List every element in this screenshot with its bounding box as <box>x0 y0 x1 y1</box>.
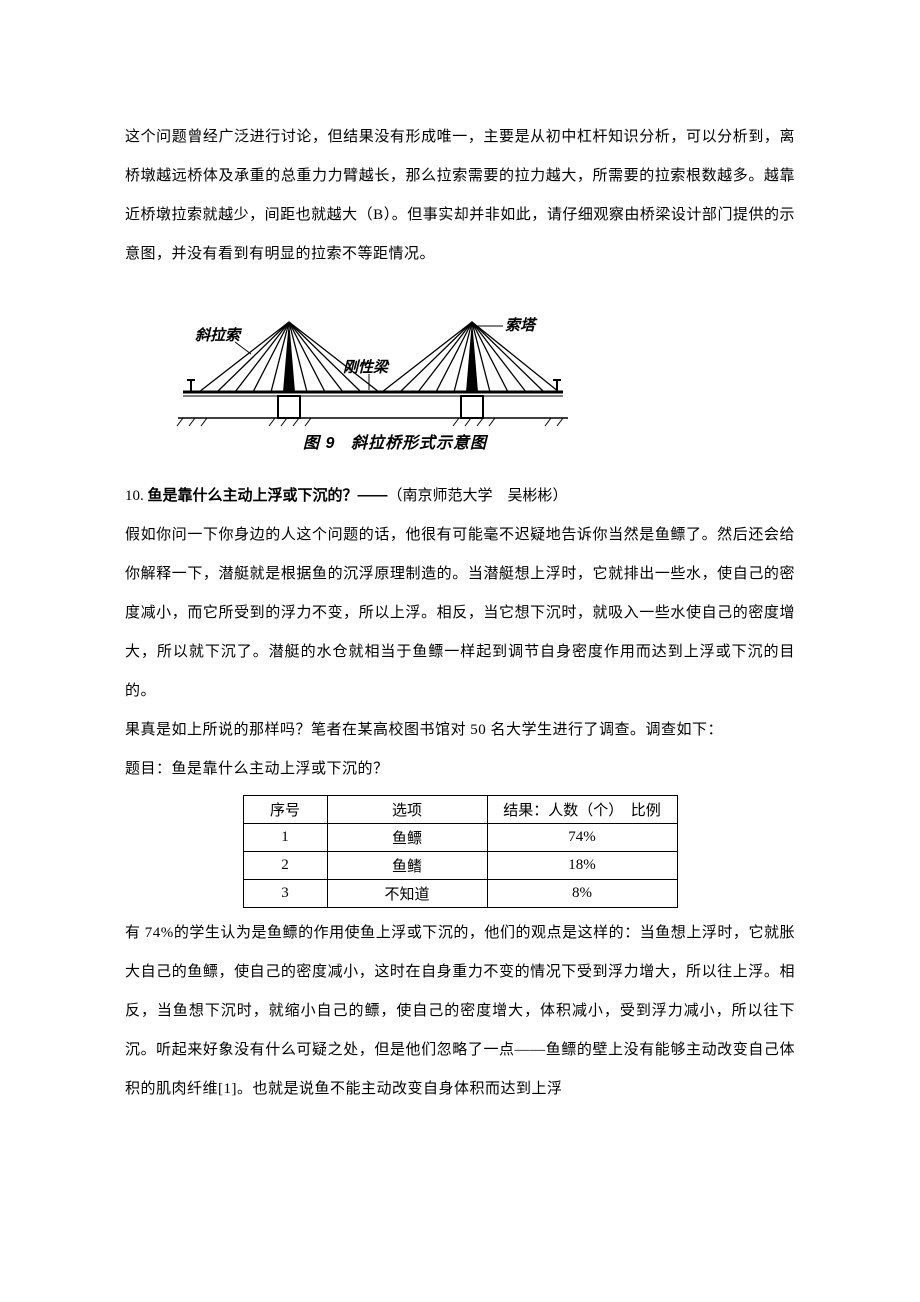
figure-caption-num: 图 9 <box>303 434 335 452</box>
figure-caption-text: 斜拉桥形式示意图 <box>351 434 489 452</box>
table-cell: 3 <box>243 880 327 908</box>
paragraph-1: 这个问题曾经广泛进行讨论，但结果没有形成唯一，主要是从初中杠杆知识分析，可以分析… <box>125 118 795 274</box>
section-10-heading: 10. 鱼是靠什么主动上浮或下沉的？——（南京师范大学 吴彬彬） <box>125 476 795 516</box>
section-number: 10. <box>125 488 144 504</box>
table-cell: 18% <box>487 852 677 880</box>
table-cell: 2 <box>243 852 327 880</box>
table-header: 结果：人数（个） 比例 <box>487 796 677 824</box>
paragraph-3: 果真是如上所说的那样吗？笔者在某高校图书馆对 50 名大学生进行了调查。调查如下… <box>125 711 795 750</box>
label-tower: 索塔 <box>505 317 538 334</box>
table-header-row: 序号 选项 结果：人数（个） 比例 <box>243 796 677 824</box>
paragraph-5: 有 74%的学生认为是鱼鳔的作用使鱼上浮或下沉的，他们的观点是这样的：当鱼想上浮… <box>125 914 795 1109</box>
table-cell: 1 <box>243 824 327 852</box>
label-cable: 斜拉索 <box>195 326 243 344</box>
section-attribution: （南京师范大学 吴彬彬） <box>388 488 568 504</box>
table-row: 3 不知道 8% <box>243 880 677 908</box>
table-cell: 鱼鳍 <box>327 852 487 880</box>
table-cell: 鱼鳔 <box>327 824 487 852</box>
survey-table-wrap: 序号 选项 结果：人数（个） 比例 1 鱼鳔 74% 2 鱼鳍 18% 3 不知… <box>125 795 795 908</box>
table-cell: 74% <box>487 824 677 852</box>
table-row: 2 鱼鳍 18% <box>243 852 677 880</box>
table-cell: 8% <box>487 880 677 908</box>
paragraph-2: 假如你问一下你身边的人这个问题的话，他很有可能毫不迟疑地告诉你当然是鱼鳔了。然后… <box>125 516 795 711</box>
survey-table: 序号 选项 结果：人数（个） 比例 1 鱼鳔 74% 2 鱼鳍 18% 3 不知… <box>243 795 678 908</box>
bridge-figure: 斜拉索 刚性梁 索塔 图 9 斜拉桥形式示意图 <box>173 302 795 452</box>
table-header: 选项 <box>327 796 487 824</box>
bridge-svg: 斜拉索 刚性梁 索塔 图 9 斜拉桥形式示意图 <box>173 302 573 452</box>
table-header: 序号 <box>243 796 327 824</box>
paragraph-4: 题目：鱼是靠什么主动上浮或下沉的？ <box>125 750 795 789</box>
label-beam: 刚性梁 <box>343 359 390 376</box>
table-row: 1 鱼鳔 74% <box>243 824 677 852</box>
table-cell: 不知道 <box>327 880 487 908</box>
section-title: 鱼是靠什么主动上浮或下沉的？—— <box>148 487 388 504</box>
